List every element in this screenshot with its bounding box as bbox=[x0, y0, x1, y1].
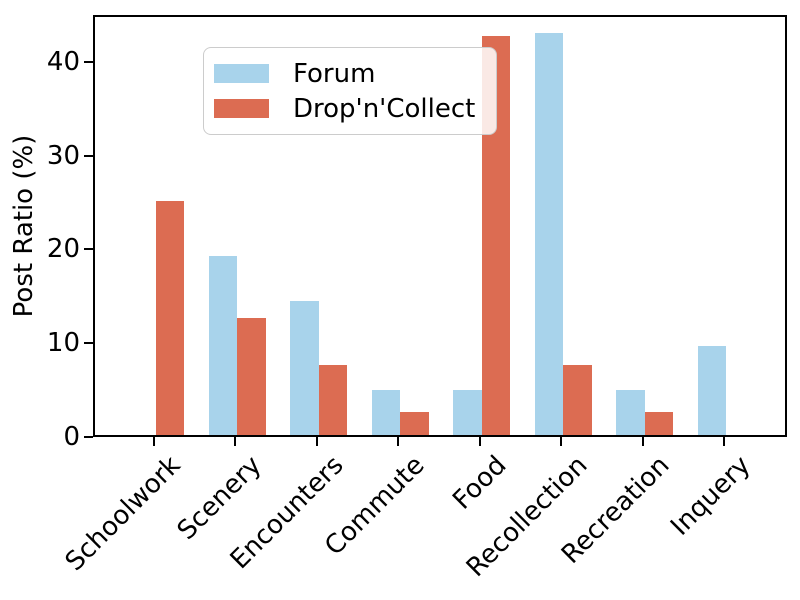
x-tick-scenery bbox=[234, 437, 236, 446]
legend-label-dropncollect: Drop'n'Collect bbox=[293, 93, 476, 124]
x-tick-encounters bbox=[315, 437, 318, 446]
x-tick-recollection bbox=[560, 437, 562, 446]
x-tick-commute bbox=[397, 437, 399, 446]
legend: Forum Drop'n'Collect bbox=[203, 47, 497, 135]
bar-drop-n-collect-scenery bbox=[237, 317, 266, 435]
legend-swatch-forum bbox=[214, 64, 269, 83]
bar-forum-recollection bbox=[534, 33, 563, 435]
x-tick-recreation bbox=[641, 437, 644, 446]
y-tick-0 bbox=[84, 436, 93, 438]
y-tick-label-30: 30 bbox=[46, 140, 80, 171]
legend-item-forum: Forum bbox=[214, 59, 486, 89]
bar-drop-n-collect-encounters bbox=[318, 364, 347, 435]
legend-swatch-dropncollect bbox=[214, 99, 269, 118]
y-tick-label-20: 20 bbox=[46, 234, 80, 265]
legend-label-forum: Forum bbox=[293, 58, 376, 89]
y-tick-40 bbox=[84, 60, 93, 63]
bar-forum-encounters bbox=[290, 301, 319, 435]
y-tick-label-40: 40 bbox=[46, 46, 80, 77]
bar-forum-commute bbox=[371, 390, 400, 435]
y-tick-20 bbox=[84, 248, 93, 251]
x-tick-inquery bbox=[723, 437, 725, 446]
plot-area: Forum Drop'n'Collect bbox=[93, 15, 787, 437]
x-tick-food bbox=[478, 437, 481, 446]
bar-forum-scenery bbox=[208, 256, 237, 435]
bar-drop-n-collect-schoolwork bbox=[155, 200, 184, 435]
x-tick-schoolwork bbox=[152, 437, 155, 446]
y-tick-label-0: 0 bbox=[63, 422, 80, 452]
bar-drop-n-collect-commute bbox=[400, 411, 429, 435]
bar-drop-n-collect-recreation bbox=[644, 411, 673, 435]
legend-item-dropncollect: Drop'n'Collect bbox=[214, 94, 486, 124]
y-tick-30 bbox=[84, 154, 93, 157]
bar-forum-food bbox=[453, 390, 482, 435]
bar-drop-n-collect-recollection bbox=[563, 364, 592, 435]
y-tick-10 bbox=[84, 342, 93, 345]
y-tick-label-10: 10 bbox=[46, 328, 80, 359]
bar-forum-recreation bbox=[616, 390, 645, 435]
bar-forum-inquery bbox=[697, 345, 726, 435]
